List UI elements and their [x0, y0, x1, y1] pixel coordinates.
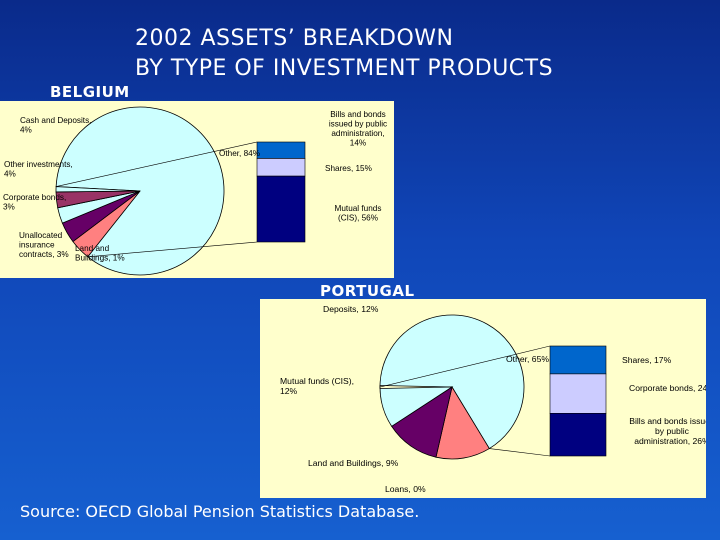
- belgium-label: BELGIUM: [50, 83, 130, 101]
- source-note: Source: OECD Global Pension Statistics D…: [20, 502, 420, 521]
- portugal-connector-line-bottom: [489, 448, 551, 457]
- belgium-bar-label-bills-and-bonds-issued-by-public-administration-14: Bills and bonds issued by public administr…: [329, 110, 387, 147]
- belgium-bar-segment-bills-and-bonds-issued-by-public-administration-14: [256, 141, 306, 159]
- portugal-bar-label-corporate-bonds-24: Corporate bonds, 24%: [629, 383, 706, 393]
- portugal-chart-panel: Other, 65% Deposits, 12% Mutual funds (CIS…: [260, 299, 706, 498]
- belgium-slice-label-unallocated-insurance-contracts-3: Unallocated insurance contracts, 3%: [19, 231, 69, 259]
- belgium-bar-label-shares-15: Shares, 15%: [325, 164, 372, 173]
- portugal-bar-segment-shares-17: [549, 345, 607, 375]
- belgium-slice-label-land-and-buildings-1: Land and Buildings, 1%: [75, 244, 125, 262]
- belgium-bar-segment-shares-15: [256, 158, 306, 177]
- portugal-slice-label-other-65: Other, 65%: [506, 354, 549, 364]
- portugal-slice-label-mutual-funds-cis-12: Mutual funds (CIS), 12%: [280, 376, 354, 396]
- belgium-bar-label-mutual-funds-cis-56: Mutual funds (CIS), 56%: [335, 204, 382, 222]
- portugal-bar-label-shares-17: Shares, 17%: [622, 355, 672, 365]
- portugal-slice-label-deposits-12: Deposits, 12%: [323, 304, 379, 314]
- belgium-pie-chart: Other, 84% Cash and Deposits, 4% Other inve…: [3, 106, 387, 276]
- belgium-slice-label-other-investments-4: Other investments, 4%: [4, 160, 73, 178]
- portugal-slice-other-65: [379, 314, 525, 450]
- belgium-bar-segment-mutual-funds-cis-56: [256, 175, 306, 243]
- belgium-connector-line-bottom: [87, 241, 258, 258]
- portugal-connector-line-top: [379, 345, 551, 388]
- portugal-slice-label-loans-0: Loans, 0%: [385, 484, 426, 494]
- portugal-bar-segment-corporate-bonds-24: [549, 373, 607, 414]
- belgium-slice-label-corporate-bonds-3: Corporate bonds, 3%: [3, 193, 66, 211]
- belgium-slice-land-and-buildings-1: [55, 186, 141, 193]
- portugal-slice-label-land-and-buildings-9: Land and Buildings, 9%: [308, 458, 399, 468]
- portugal-pie-chart: Other, 65% Deposits, 12% Mutual funds (CIS…: [280, 304, 706, 494]
- belgium-slice-other-84: [55, 106, 225, 276]
- slide-title-line-2: BY TYPE OF INVESTMENT PRODUCTS: [135, 56, 554, 81]
- belgium-connector-line-top: [56, 141, 258, 187]
- belgium-chart-panel: Other, 84% Cash and Deposits, 4% Other inve…: [0, 101, 394, 278]
- slide-title-line-1: 2002 ASSETS’ BREAKDOWN: [135, 26, 454, 51]
- portugal-label: PORTUGAL: [320, 282, 415, 300]
- belgium-slice-label-other-84: Other, 84%: [219, 149, 260, 158]
- belgium-slice-label-cash-and-deposits-4: Cash and Deposits, 4%: [20, 116, 91, 134]
- portugal-bar-segment-bills-and-bonds-issued-by-public-administration-26: [549, 413, 607, 457]
